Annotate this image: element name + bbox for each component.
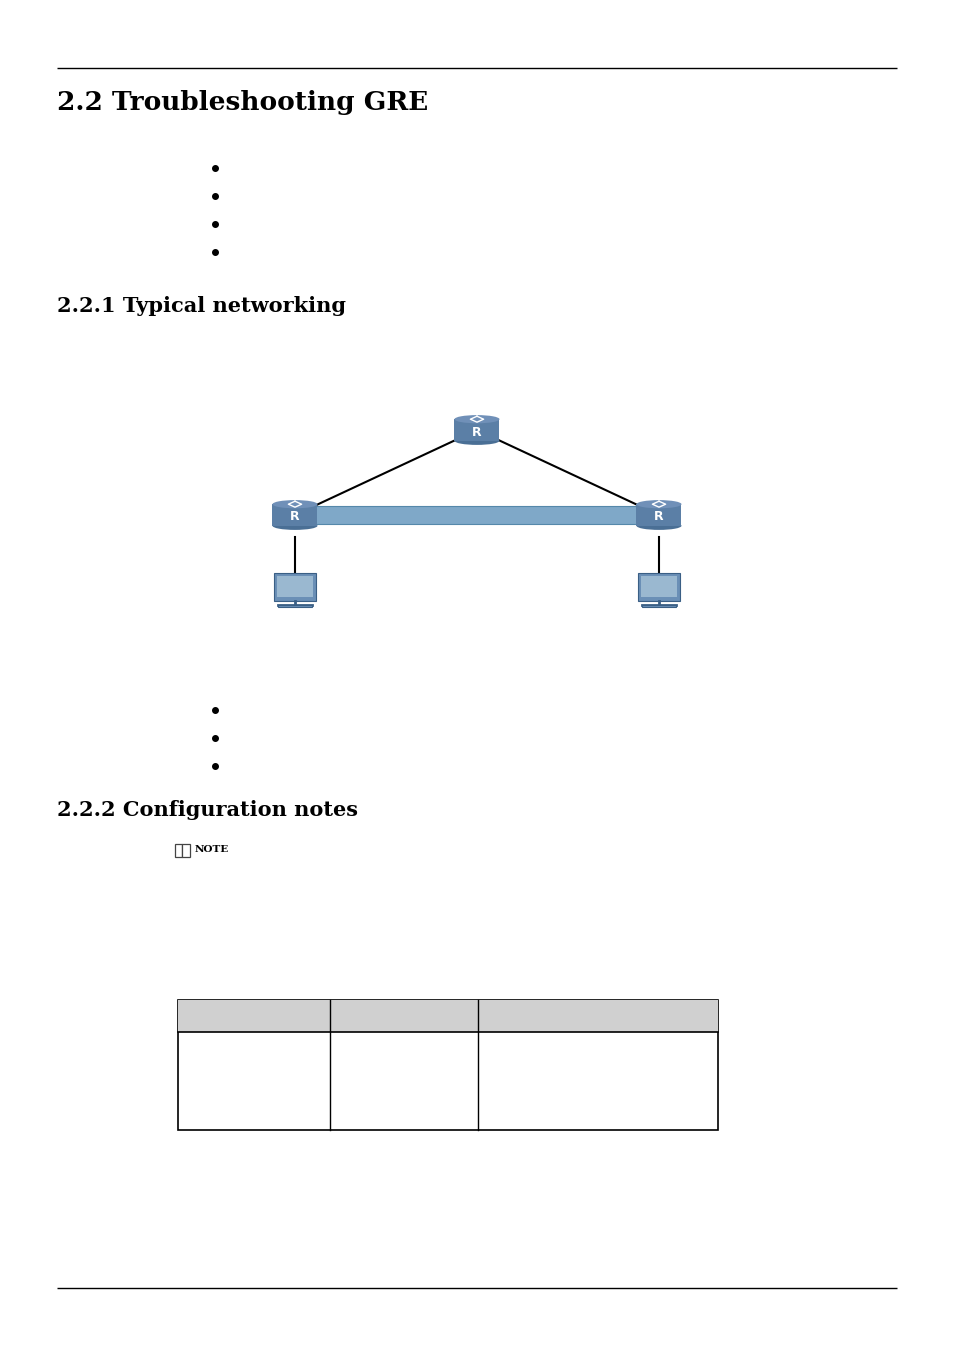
Bar — [638, 572, 679, 601]
Bar — [636, 504, 680, 525]
Ellipse shape — [636, 500, 680, 509]
Bar — [277, 576, 313, 598]
Bar — [273, 504, 317, 525]
Bar — [274, 572, 315, 601]
Bar — [174, 844, 182, 856]
Text: R: R — [654, 510, 663, 524]
Text: Item: Item — [185, 1007, 221, 1021]
Text: R: R — [290, 510, 299, 524]
Text: 2.2 Troubleshooting GRE: 2.2 Troubleshooting GRE — [57, 90, 428, 115]
Bar — [454, 420, 499, 441]
Text: NOTE: NOTE — [194, 845, 229, 855]
Ellipse shape — [636, 521, 680, 531]
Text: Subitem: Subitem — [336, 1007, 402, 1021]
Text: 2.2.2 Configuration notes: 2.2.2 Configuration notes — [57, 801, 357, 819]
Bar — [314, 506, 639, 524]
Bar — [278, 605, 312, 608]
Bar — [640, 576, 676, 598]
Ellipse shape — [273, 500, 317, 509]
Bar — [641, 605, 675, 608]
Bar — [182, 844, 190, 856]
Bar — [178, 1000, 718, 1031]
Ellipse shape — [454, 436, 499, 446]
Text: R: R — [472, 425, 481, 439]
Ellipse shape — [454, 414, 499, 424]
Text: 2.2.1 Typical networking: 2.2.1 Typical networking — [57, 296, 346, 316]
Bar — [178, 1000, 718, 1130]
Ellipse shape — [273, 521, 317, 531]
Text: Notes: Notes — [484, 1007, 530, 1021]
